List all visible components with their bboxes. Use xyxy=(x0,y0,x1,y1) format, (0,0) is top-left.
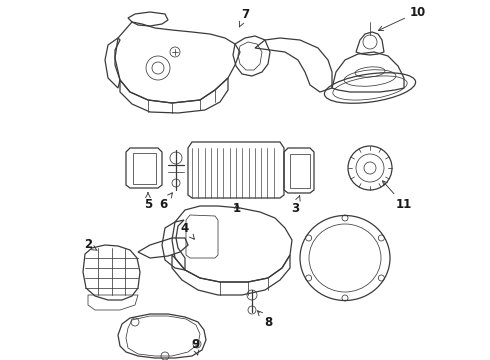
Text: 1: 1 xyxy=(233,202,241,215)
Text: 10: 10 xyxy=(378,5,426,31)
Text: 4: 4 xyxy=(181,221,195,239)
Text: 6: 6 xyxy=(159,193,172,211)
Text: 3: 3 xyxy=(291,196,300,215)
Text: 8: 8 xyxy=(258,311,272,328)
Text: 7: 7 xyxy=(240,9,249,27)
Text: 2: 2 xyxy=(84,238,98,252)
Text: 9: 9 xyxy=(191,338,199,355)
Text: 11: 11 xyxy=(383,181,412,211)
Text: 5: 5 xyxy=(144,193,152,211)
